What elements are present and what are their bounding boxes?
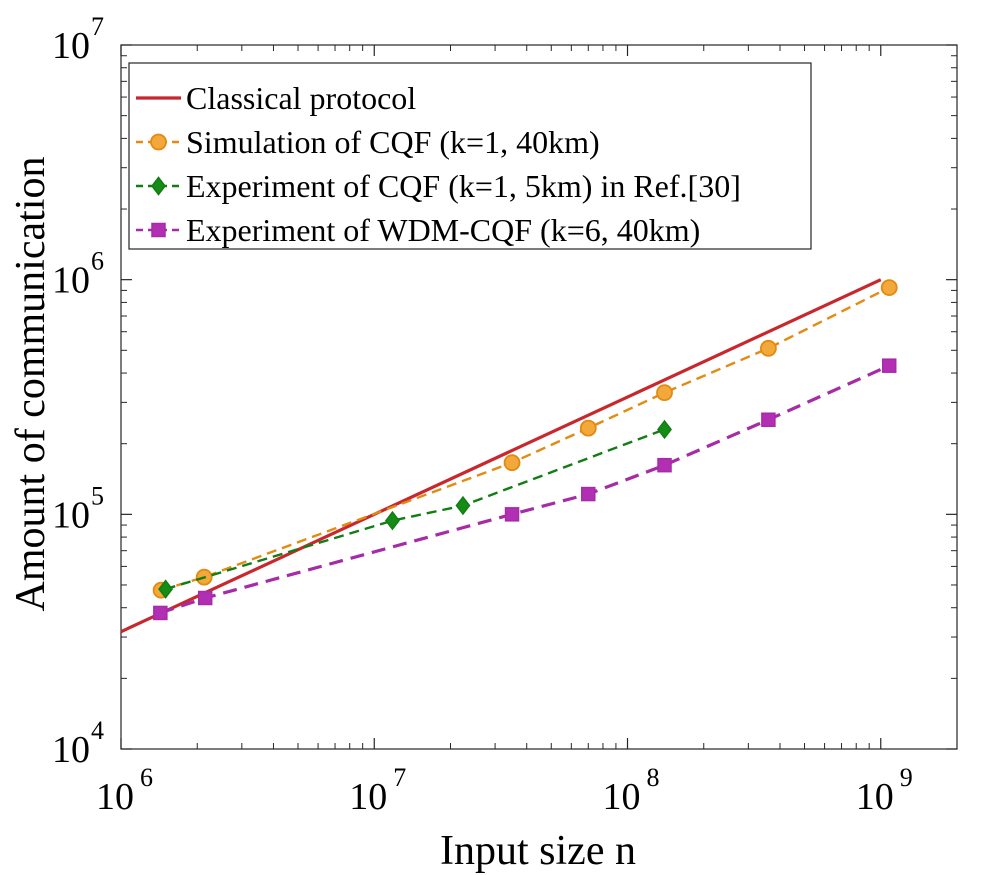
x-axis-label: Input size n xyxy=(440,828,636,874)
legend-item: Classical protocol xyxy=(136,80,416,116)
y-axis-label: Amount of communication xyxy=(8,157,54,612)
data-point xyxy=(504,507,520,522)
data-point xyxy=(657,419,672,440)
data-point xyxy=(657,457,672,473)
x-tick-label: 10 xyxy=(349,776,387,818)
data-point xyxy=(151,176,166,196)
data-point xyxy=(656,384,673,402)
y-tick-label: 10 xyxy=(52,729,90,771)
x-tick-exponent: 9 xyxy=(900,763,913,792)
legend-item: Simulation of CQF (k=1, 40km) xyxy=(136,124,600,160)
data-point xyxy=(581,486,596,502)
ticks-layer: 10 6 10 7 10 8 10 910 410 510 610 7 xyxy=(52,12,958,818)
data-point xyxy=(881,358,897,373)
series-4 xyxy=(153,358,897,621)
data-point xyxy=(761,412,776,427)
data-point xyxy=(197,590,213,606)
data-point xyxy=(455,495,471,516)
legend-label: Classical protocol xyxy=(186,80,416,116)
x-tick-label: 10 xyxy=(96,776,134,818)
x-tick-exponent: 8 xyxy=(647,763,660,792)
series-2 xyxy=(152,279,898,599)
series-3 xyxy=(158,419,672,599)
data-point xyxy=(150,133,167,151)
x-tick-label: 10 xyxy=(856,776,894,818)
y-tick-exponent: 7 xyxy=(91,12,104,41)
y-tick-exponent: 4 xyxy=(91,716,104,745)
legend-item: Experiment of CQF (k=1, 5km) in Ref.[30] xyxy=(136,168,741,204)
data-point xyxy=(151,222,166,238)
x-tick-exponent: 6 xyxy=(140,763,153,792)
y-tick-exponent: 6 xyxy=(91,247,104,276)
legend: Classical protocol Simulation of CQF (k=1… xyxy=(128,62,812,250)
legend-label: Experiment of WDM-CQF (k=6, 40km) xyxy=(186,212,700,248)
data-point xyxy=(880,279,898,297)
series-line xyxy=(120,278,882,634)
y-tick-exponent: 5 xyxy=(91,481,104,510)
series-line xyxy=(165,428,665,591)
legend-box xyxy=(128,62,812,250)
data-point xyxy=(158,579,174,599)
data-point xyxy=(503,454,521,472)
data-point xyxy=(385,510,400,531)
series-1 xyxy=(120,278,882,634)
data-point xyxy=(153,605,168,621)
x-tick-label: 10 xyxy=(603,776,641,818)
y-tick-label: 10 xyxy=(52,494,90,536)
series-layer xyxy=(120,278,898,634)
y-tick-label: 10 xyxy=(52,25,90,67)
legend-label: Experiment of CQF (k=1, 5km) in Ref.[30] xyxy=(186,168,741,204)
legend-label: Simulation of CQF (k=1, 40km) xyxy=(186,124,600,160)
legend-item: Experiment of WDM-CQF (k=6, 40km) xyxy=(136,212,700,248)
x-tick-exponent: 7 xyxy=(393,763,406,792)
y-tick-label: 10 xyxy=(52,260,90,302)
data-point xyxy=(759,339,777,357)
data-point xyxy=(579,419,597,437)
